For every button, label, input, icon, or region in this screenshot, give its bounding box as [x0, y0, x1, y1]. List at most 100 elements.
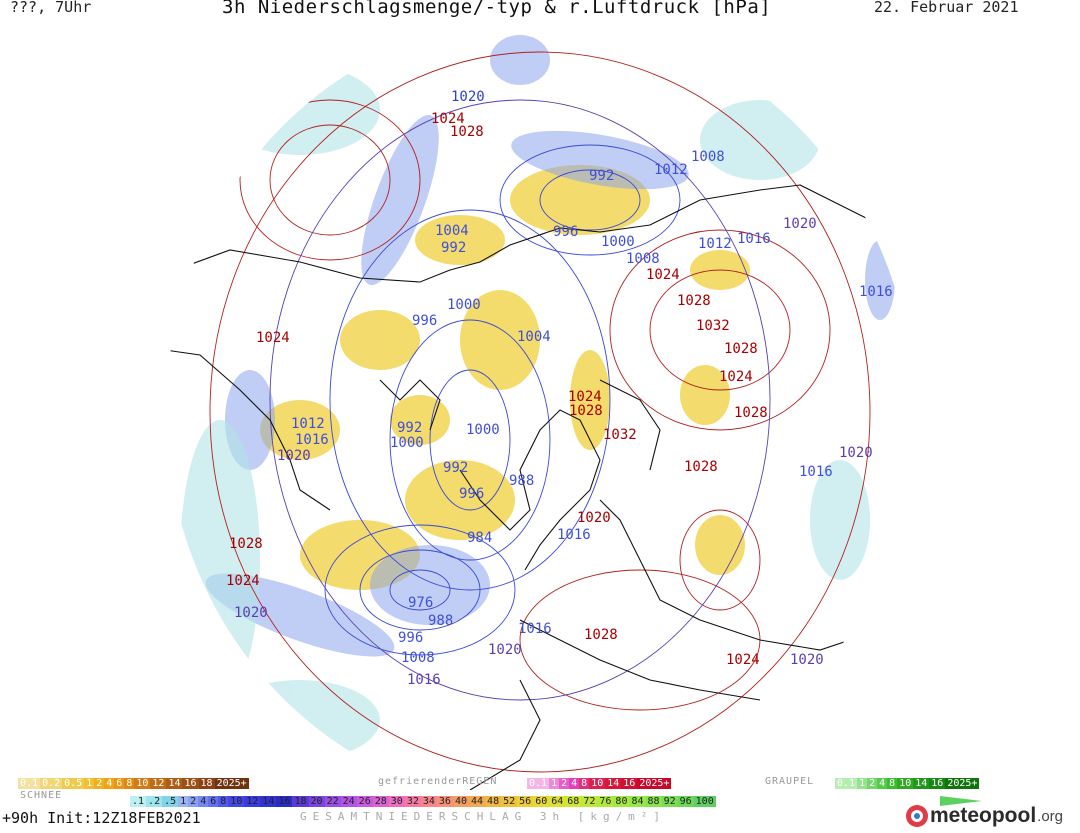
legend-swatch: 4 [198, 796, 209, 807]
legend-swatch: 2025+ [945, 778, 980, 789]
isobar-label: 1024 [256, 330, 290, 346]
freezing-rain-legend-label: gefrierenderREGEN [378, 776, 498, 787]
map-title: 3h Niederschlagsmenge/-typ & r.Luftdruck… [222, 0, 772, 18]
legend-swatch: 2 [188, 796, 199, 807]
isobar-label: 1028 [684, 459, 718, 475]
legend-swatch: 0.2 [40, 778, 63, 789]
isobar-label: 992 [441, 240, 466, 256]
legend-swatch: 6 [208, 796, 219, 807]
isobar-label: 1024 [431, 111, 465, 127]
legend-swatch: 14 [913, 778, 930, 789]
total-precip-legend: .1.2.5 1 2 4 6 8 10 12 14 16 18 20 22 24 26 28 30 32 34 36 4… [130, 796, 716, 807]
legend-swatch: 34 [420, 796, 437, 807]
isobar-label: 996 [459, 486, 484, 502]
isobar-label: 1016 [407, 672, 441, 688]
legend-swatch: 16 [929, 778, 946, 789]
legend-swatch: 96 [677, 796, 694, 807]
legend-swatch: 2 [867, 778, 878, 789]
isobar-label: 1012 [654, 162, 688, 178]
isobar-label: 1020 [783, 216, 817, 232]
legend-swatch: .1 [130, 796, 147, 807]
legend-swatch: 76 [597, 796, 614, 807]
isobar-label: 1000 [447, 297, 481, 313]
legend-swatch: 24 [340, 796, 357, 807]
isobar-label: 1028 [569, 403, 603, 419]
legend-swatch: 16 [182, 778, 199, 789]
isobar-label: 1004 [517, 329, 551, 345]
legend-swatch: 1 [178, 796, 189, 807]
meteopool-logo: meteopool .org [904, 803, 1063, 829]
isobar-labels: 1020 1024 1028 992 1012 1008 1004 996 10… [226, 89, 893, 688]
coastlines [165, 184, 911, 790]
graupel-legend-label: GRAUPEL [765, 776, 815, 787]
legend-swatch: 4 [104, 778, 115, 789]
isobar-label: 1024 [646, 267, 680, 283]
isobar-label: 1028 [677, 293, 711, 309]
legend-swatch: 26 [356, 796, 373, 807]
isobar-label: 988 [428, 613, 453, 629]
isobar-label: 1020 [839, 445, 873, 461]
logo-text: meteopool [930, 804, 1037, 827]
legend-swatch: .5 [162, 796, 179, 807]
isobar-label: 1028 [229, 536, 263, 552]
legend-swatch: 1 [857, 778, 868, 789]
isobar-label: 996 [553, 224, 578, 240]
total-precip-legend-label: GESAMTNIEDERSCHLAG 3h [kg/m²] [300, 810, 667, 823]
isobar-label: 1000 [390, 435, 424, 451]
legend-swatch: 10 [228, 796, 245, 807]
isobar-label: 1020 [234, 605, 268, 621]
legend-swatch: 2025+ [214, 778, 249, 789]
freezing-rain-legend: 0.1 1 2 4 8 10 14 16 2025+ [527, 778, 672, 789]
isobar-label: 1024 [719, 369, 753, 385]
legend-swatch: 100 [693, 796, 716, 807]
legend-swatch: 72 [581, 796, 598, 807]
forecast-hour-label: ???, 7Uhr [10, 0, 92, 16]
legend-swatch: 28 [372, 796, 389, 807]
weather-map: 1020 1024 1028 992 1012 1008 1004 996 10… [165, 35, 911, 790]
isobar-label: 1016 [518, 621, 552, 637]
isobar-label: 1016 [295, 432, 329, 448]
legend-swatch: 16 [276, 796, 293, 807]
legend-swatch: 10 [134, 778, 151, 789]
snow-legend: 0.1 0.2 0.5 1 2 4 6 8 10 12 14 16 18 2025+ [18, 778, 249, 789]
isobar-label: 1024 [226, 573, 260, 589]
isobar-label: 1024 [568, 389, 602, 405]
isobar-label: 992 [397, 420, 422, 436]
legend-swatch: 1 [549, 778, 560, 789]
isobars [209, 51, 871, 773]
legend-swatch: 14 [260, 796, 277, 807]
valid-date: 22. Februar 2021 [874, 0, 1019, 16]
legend-swatch: 60 [533, 796, 550, 807]
legend-swatch: 80 [613, 796, 630, 807]
isobar-label: 1028 [724, 341, 758, 357]
isobar-label: 1028 [734, 405, 768, 421]
isobar-label: 1000 [466, 422, 500, 438]
legend-swatch: 18 [292, 796, 309, 807]
isobar-label: 1032 [696, 318, 730, 334]
isobar-label: 1028 [584, 627, 618, 643]
legend-swatch: 36 [436, 796, 453, 807]
isobar-label: 1024 [726, 652, 760, 668]
isobar-label: 1016 [557, 527, 591, 543]
isobar-label: 1004 [435, 223, 469, 239]
legend-swatch: 14 [166, 778, 183, 789]
legend-swatch: 0.5 [62, 778, 85, 789]
isobar-label: 1020 [277, 448, 311, 464]
logo-icon [906, 805, 928, 827]
legend-swatch: 8 [887, 778, 898, 789]
legend-swatch: 92 [661, 796, 678, 807]
legend-swatch: 56 [517, 796, 534, 807]
legend-swatch: 64 [549, 796, 566, 807]
legend-swatch: 10 [589, 778, 606, 789]
legend-swatch: 40 [452, 796, 469, 807]
isobar-label: 1028 [450, 124, 484, 140]
isobar-label: 988 [509, 473, 534, 489]
isobar-label: 996 [412, 313, 437, 329]
legend-swatch: 0.1 [18, 778, 41, 789]
legend-swatch: 2 [94, 778, 105, 789]
legend-swatch: 30 [388, 796, 405, 807]
legend-swatch: 1 [84, 778, 95, 789]
isobar-label: 1020 [790, 652, 824, 668]
legend-swatch: 18 [198, 778, 215, 789]
isobar-label: 1008 [626, 251, 660, 267]
